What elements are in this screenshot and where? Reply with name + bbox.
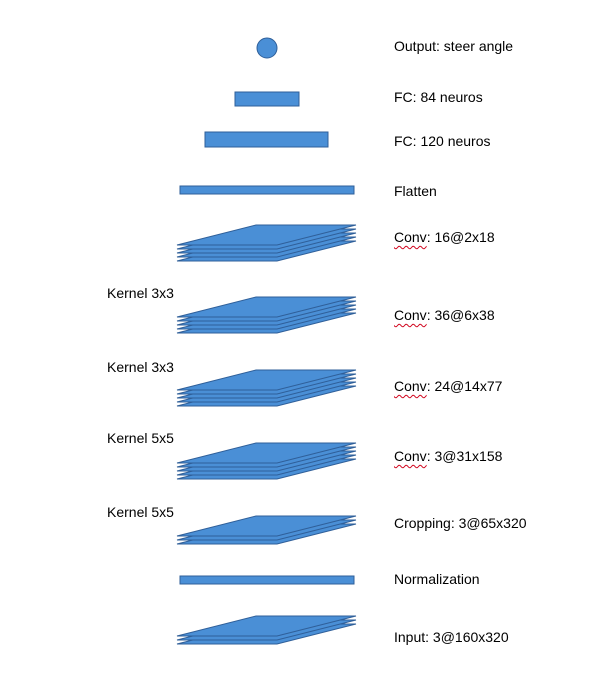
- output-label: Output: steer angle: [394, 38, 514, 54]
- conv4-label-rest: : 36@6x38: [426, 307, 495, 323]
- conv2-stack: [176, 442, 357, 480]
- kernel-label-conv5: Kernel 3x3: [107, 285, 174, 301]
- conv3-label: Conv: 24@14x77: [394, 378, 502, 394]
- conv5-label-rest: : 16@2x18: [426, 229, 495, 245]
- fc84-bar: [234, 91, 300, 107]
- normalization-label: Normalization: [394, 571, 480, 587]
- kernel-label-conv4: Kernel 3x3: [107, 359, 174, 375]
- input-stack: [176, 615, 357, 645]
- conv2-label: Conv: 3@31x158: [394, 448, 502, 464]
- conv5-label: Conv: 16@2x18: [394, 229, 495, 245]
- conv3-label-word: Conv: [394, 378, 427, 394]
- conv4-label: Conv: 36@6x38: [394, 307, 495, 323]
- fc120-label: FC: 120 neuros: [394, 133, 491, 149]
- fc84-label: FC: 84 neuros: [394, 89, 483, 105]
- conv2-label-word: Conv: [394, 448, 427, 464]
- flatten-bar: [179, 185, 355, 195]
- conv5-sheet-1: [176, 224, 357, 246]
- flatten-label: Flatten: [394, 183, 437, 199]
- conv5-label-word: Conv: [394, 229, 427, 245]
- conv4-stack: [176, 296, 357, 334]
- cropping-sheet-1: [176, 515, 357, 537]
- input-sheet-1: [176, 615, 357, 637]
- normalization-bar: [179, 575, 355, 585]
- conv2-sheet-1: [176, 442, 357, 464]
- conv5-stack: [176, 224, 357, 262]
- cropping-stack: [176, 515, 357, 545]
- conv4-label-word: Conv: [394, 307, 427, 323]
- conv4-sheet-1: [176, 296, 357, 318]
- kernel-label-conv2: Kernel 5x5: [107, 504, 174, 520]
- kernel-label-conv3: Kernel 5x5: [107, 430, 174, 446]
- conv2-label-rest: : 3@31x158: [426, 448, 503, 464]
- conv3-label-rest: : 24@14x77: [426, 378, 503, 394]
- conv3-sheet-1: [176, 369, 357, 391]
- input-label: Input: 3@160x320: [394, 629, 509, 645]
- conv3-stack: [176, 369, 357, 407]
- fc120-bar: [204, 131, 329, 148]
- output-node: [256, 37, 278, 59]
- cropping-label: Cropping: 3@65x320: [394, 515, 527, 531]
